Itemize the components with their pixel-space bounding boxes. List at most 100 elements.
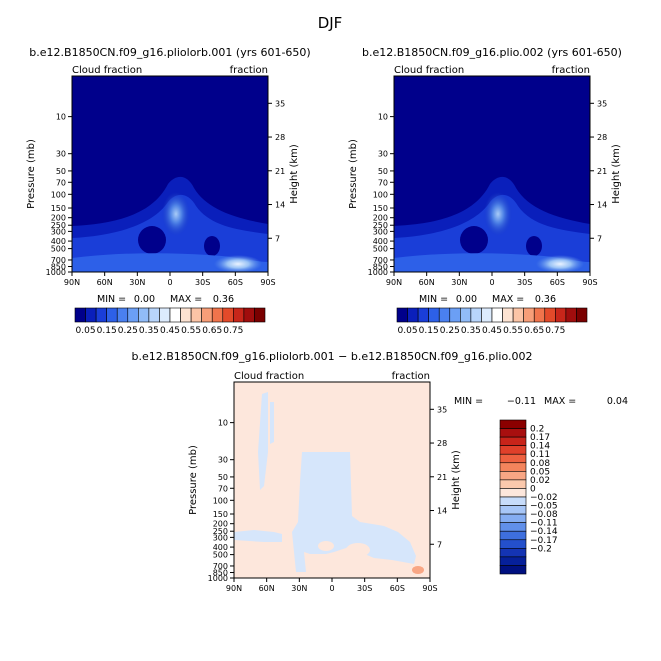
panel-3-y-tick-label: 70 bbox=[218, 484, 228, 493]
panel-2-colorbar-swatch bbox=[576, 307, 588, 323]
panel-2-colorbar-swatch bbox=[417, 307, 429, 323]
panel-3-colorbar-label: 0.02 bbox=[530, 476, 550, 486]
panel-2-y2-tick-label: 21 bbox=[597, 167, 607, 176]
panel-1-left-annotation: Cloud fraction bbox=[72, 65, 142, 76]
panel-3-colorbar-label: 0.08 bbox=[530, 459, 550, 469]
panel-1-y2-tick-label: 35 bbox=[275, 99, 285, 108]
panel-3-colorbar-swatch bbox=[499, 462, 527, 472]
panel-3-left-annotation: Cloud fraction bbox=[234, 371, 304, 382]
panel-3-colorbar-label: 0.2 bbox=[530, 425, 544, 435]
panel-2-colorbar-label: 0.15 bbox=[419, 326, 439, 336]
panel-2-x-tick-label: 90N bbox=[386, 278, 402, 287]
panel-2-title: b.e12.B1850CN.f09_g16.plio.002 (yrs 601-… bbox=[362, 46, 622, 59]
panel-1-x-tick-label: 30S bbox=[195, 278, 210, 287]
panel-3-ylabel: Pressure (mb) bbox=[188, 445, 199, 515]
panel-3-x-tick-label: 60S bbox=[390, 584, 405, 593]
panel-3-max-label: MAX = bbox=[544, 396, 576, 407]
panel-3-y2-tick-label: 28 bbox=[437, 439, 447, 448]
panel-1-y-tick-label: 150 bbox=[51, 204, 66, 213]
panel-2-y-tick-label: 50 bbox=[378, 167, 388, 176]
panel-2-x-tick-label: 30S bbox=[517, 278, 532, 287]
panel-2-y-tick-label: 700 bbox=[373, 256, 388, 265]
panel-3-y2label: Height (km) bbox=[451, 450, 462, 510]
panel-2-y-tick-label: 850 bbox=[373, 263, 388, 272]
panel-1-min-label: MIN = bbox=[97, 294, 126, 305]
panel-1-colorbar-label: 0.55 bbox=[181, 326, 201, 336]
panel-1-x-tick-label: 30N bbox=[129, 278, 145, 287]
panel-3-y2-tick-label: 35 bbox=[437, 405, 447, 414]
panel-3-colorbar-label: 0.17 bbox=[530, 433, 550, 443]
panel-2-y-tick-label: 1000 bbox=[368, 268, 388, 277]
panel-1-colorbar-swatch bbox=[254, 307, 266, 323]
panel-2-colorbar-swatch bbox=[523, 307, 535, 323]
panel-3-colorbar-swatch bbox=[499, 522, 527, 532]
panel-2-min-value: 0.00 bbox=[456, 294, 477, 305]
panel-2-colorbar-swatch bbox=[502, 307, 514, 323]
panel-1-x-tick-label: 0 bbox=[167, 278, 172, 287]
panel-2-colorbar-swatch bbox=[555, 307, 567, 323]
panel-1-y-tick-label: 100 bbox=[51, 190, 66, 199]
panel-3-y-tick-label: 850 bbox=[213, 569, 228, 578]
panel-2-min-label: MIN = bbox=[419, 294, 448, 305]
panel-2-plot-area bbox=[393, 75, 591, 273]
panel-3-x-tick-label: 30S bbox=[357, 584, 372, 593]
panel-1-y2-tick-label: 28 bbox=[275, 133, 285, 142]
panel-1-colorbar-label: 0.35 bbox=[139, 326, 159, 336]
panel-3-colorbar-swatch bbox=[499, 513, 527, 523]
panel-3-y-tick-label: 700 bbox=[213, 562, 228, 571]
panel-2: b.e12.B1850CN.f09_g16.plio.002 (yrs 601-… bbox=[348, 46, 622, 336]
panel-2-colorbar-swatch bbox=[396, 307, 408, 323]
panel-3-colorbar-swatch bbox=[499, 445, 527, 455]
panel-3-colorbar-label: −0.14 bbox=[530, 527, 558, 537]
panel-2-colorbar-label: 0.45 bbox=[482, 326, 502, 336]
panel-1-colorbar-swatch bbox=[74, 307, 86, 323]
panel-1-x-tick-label: 60S bbox=[228, 278, 243, 287]
panel-1-colorbar-swatch bbox=[201, 307, 213, 323]
panel-3-stats: MIN = −0.11 MAX = 0.04 bbox=[454, 396, 628, 407]
panel-3-x-tick-label: 60N bbox=[259, 584, 275, 593]
panel-1-y2-tick-label: 21 bbox=[275, 167, 285, 176]
panel-2-max-value: 0.36 bbox=[535, 294, 556, 305]
panel-2-colorbar-label: 0.65 bbox=[524, 326, 544, 336]
panel-3-y-tick-label: 300 bbox=[213, 533, 228, 542]
panel-1-colorbar-swatch bbox=[211, 307, 224, 323]
panel-3-colorbar-label: −0.11 bbox=[530, 519, 558, 529]
panel-1-y2-tick-label: 14 bbox=[275, 201, 285, 210]
panel-2-colorbar-label: 0.25 bbox=[440, 326, 460, 336]
panel-2-y-tick-label: 70 bbox=[378, 178, 388, 187]
panel-3-y-tick-label: 400 bbox=[213, 543, 228, 552]
panel-1-max-label: MAX = bbox=[170, 294, 202, 305]
panel-2-x-tick-label: 90S bbox=[582, 278, 597, 287]
panel-1-colorbar-swatch bbox=[106, 307, 118, 323]
panel-3-y-tick-label: 100 bbox=[213, 496, 228, 505]
panel-2-x-tick-label: 60N bbox=[419, 278, 435, 287]
panel-1-colorbar-swatch bbox=[127, 307, 139, 323]
panel-2-colorbar-swatch bbox=[438, 307, 451, 323]
panel-3-colorbar-swatch bbox=[499, 436, 527, 446]
panel-3-right-annotation: fraction bbox=[392, 371, 430, 382]
panel-1-ylabel: Pressure (mb) bbox=[26, 139, 37, 209]
panel-2-colorbar-swatch bbox=[491, 307, 503, 323]
panel-3-colorbar-swatch bbox=[499, 428, 527, 438]
panel-1-y-tick-label: 70 bbox=[56, 178, 66, 187]
panel-1-y-tick-label: 250 bbox=[51, 221, 66, 230]
panel-3-y2-tick-label: 7 bbox=[437, 540, 442, 549]
panel-1-plot-area bbox=[71, 75, 269, 273]
panel-1-x-tick-label: 90N bbox=[64, 278, 80, 287]
panel-2-colorbar-swatch bbox=[512, 307, 524, 323]
panel-2-left-annotation: Cloud fraction bbox=[394, 65, 464, 76]
panel-3-colorbar-label: −0.2 bbox=[530, 544, 552, 554]
panel-1-y-tick-label: 200 bbox=[51, 214, 66, 223]
panel-2-colorbar-swatch bbox=[407, 307, 419, 323]
panel-1-y-tick-label: 500 bbox=[51, 245, 66, 254]
panel-1-y-tick-label: 700 bbox=[51, 256, 66, 265]
panel-2-y-tick-label: 300 bbox=[373, 227, 388, 236]
panel-3-y-tick-label: 1000 bbox=[208, 574, 228, 583]
panel-3-colorbar-swatch bbox=[499, 419, 527, 429]
panel-1-y2-tick-label: 7 bbox=[275, 234, 280, 243]
panel-3-x-axis: 90N 60N 30N 0 30S 60S 90S bbox=[226, 578, 438, 593]
panel-2-colorbar-label: 0.55 bbox=[503, 326, 523, 336]
panel-2-colorbar: 0.05 0.15 0.25 0.35 0.45 0.55 0.65 0.75 bbox=[396, 307, 588, 336]
figure-title: DJF bbox=[318, 14, 343, 32]
panel-1-colorbar-swatch bbox=[85, 307, 97, 323]
